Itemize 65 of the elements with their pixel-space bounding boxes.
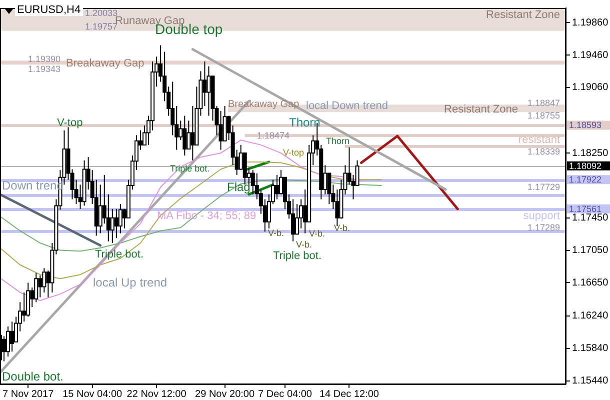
candlestick: [38, 274, 42, 298]
chart-title: EURUSD,H4: [15, 4, 83, 16]
annotation: V-top: [57, 117, 83, 130]
annotation: Double bot.: [2, 369, 64, 384]
y-tick-label: 1.16240: [572, 310, 609, 322]
annotation: 1.18847: [527, 98, 560, 108]
y-tick-label: 1.18250: [572, 148, 609, 159]
candlestick: [218, 110, 223, 150]
annotation: Triple bot.: [273, 250, 322, 262]
ref-line-label: 1.18593: [569, 120, 602, 130]
x-tick-label: 15 Nov 04:00: [62, 388, 122, 400]
annotation: V-b.: [334, 222, 350, 233]
ref-line-label: 1.17922: [569, 174, 602, 185]
y-tick-label: 1.17450: [572, 212, 609, 224]
y-tick-label: 1.19060: [572, 82, 609, 94]
annotation: Thorn: [326, 136, 350, 146]
ref-line-label: 1.18092: [569, 160, 602, 171]
candlestick: [274, 174, 279, 200]
ref-line-label: 1.17561: [569, 204, 602, 214]
candlestick: [10, 321, 14, 352]
annotation: 1.19343: [28, 64, 61, 74]
annotation: support: [523, 210, 560, 222]
band-label: Breakaway Gap: [66, 58, 144, 70]
annotation: resistant: [518, 134, 560, 146]
annotation: local Up trend: [93, 275, 168, 290]
y-tick-label: 1.15440: [572, 376, 609, 387]
x-tick-label: 7 Dec 04:00: [258, 388, 312, 400]
candlestick: [22, 292, 26, 322]
candlestick: [118, 204, 122, 234]
annotation: Thorn: [289, 115, 320, 130]
y-tick-label: 1.19860: [572, 17, 609, 28]
candlestick: [355, 160, 360, 186]
candlestick: [110, 208, 114, 244]
candlestick: [202, 60, 207, 107]
annotation: Triple bot.: [170, 164, 210, 174]
candlestick: [182, 115, 187, 156]
annotation: 1.18755: [527, 110, 560, 121]
annotation: 1.19390: [28, 54, 61, 64]
x-tick-label: 14 Dec 12:00: [319, 388, 380, 400]
annotation: 1.17729: [527, 182, 560, 192]
y-tick-label: 1.16650: [572, 277, 609, 288]
annotation: V-b.: [296, 239, 312, 250]
y-tick-label: 1.19460: [572, 50, 609, 61]
y-tick-label: 1.15840: [572, 343, 609, 354]
annotation: local Down trend: [306, 100, 388, 112]
candlestick: [114, 208, 118, 239]
annotation: Resistant Zone: [486, 9, 560, 22]
x-tick-label: 22 Nov 12:00: [126, 388, 187, 400]
annotation: V-b.: [309, 228, 326, 239]
x-tick-label: 29 Nov 20:00: [195, 388, 255, 400]
annotation: V-b.: [268, 228, 284, 238]
x-tick-label: 7 Nov 2017: [2, 388, 54, 400]
band-label: Resistant Zone: [444, 103, 518, 116]
candlestick: [291, 198, 296, 242]
y-tick-label: 1.17050: [572, 245, 609, 256]
annotation: V-top: [283, 147, 304, 158]
annotation: 1.19757: [85, 21, 118, 32]
annotation: 1.18474: [257, 130, 290, 140]
annotation: Triple bot.: [95, 248, 144, 260]
annotation: 1.18339: [527, 146, 560, 156]
annotation: 1.17289: [527, 222, 560, 232]
candlestick: [190, 106, 195, 161]
candlestick: [250, 170, 255, 195]
candlestick: [34, 272, 38, 303]
candlestick: [206, 66, 211, 116]
